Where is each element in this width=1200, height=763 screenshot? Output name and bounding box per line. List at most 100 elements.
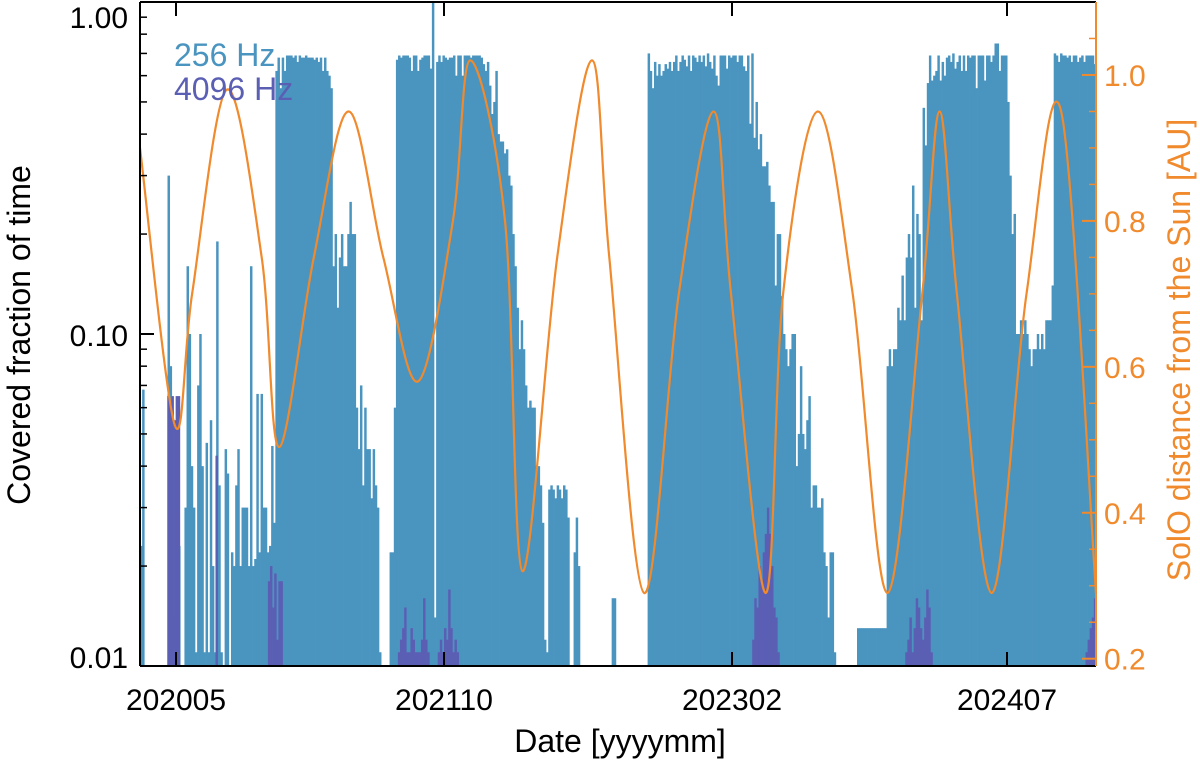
bar-256hz-38 bbox=[220, 652, 223, 666]
bar-256hz-346 bbox=[871, 628, 875, 666]
bar-256hz-44 bbox=[233, 566, 236, 666]
bar-256hz-340 bbox=[859, 628, 862, 666]
bar-256hz-34 bbox=[211, 566, 215, 666]
bar-256hz-360 bbox=[901, 275, 904, 666]
bar-256hz-71 bbox=[290, 55, 293, 666]
bar-256hz-387 bbox=[958, 55, 961, 666]
bar-4096hz-123 bbox=[397, 652, 401, 666]
bar-256hz-206 bbox=[575, 517, 579, 666]
bar-4096hz-365 bbox=[905, 652, 908, 666]
bar-256hz-196 bbox=[554, 498, 558, 666]
bar-256hz-245 bbox=[658, 64, 661, 667]
bar-256hz-112 bbox=[376, 507, 380, 666]
bar-256hz-269 bbox=[708, 61, 712, 667]
bar-256hz-156 bbox=[469, 57, 473, 667]
bar-256hz-252 bbox=[672, 61, 676, 667]
bar-256hz-49 bbox=[243, 507, 247, 666]
bar-256hz-382 bbox=[947, 55, 951, 666]
right-tick-label-3: 0.6 bbox=[1104, 352, 1146, 385]
bar-256hz-373 bbox=[928, 55, 932, 666]
bar-256hz-444 bbox=[1079, 57, 1082, 667]
bar-256hz-103 bbox=[357, 449, 361, 666]
bar-4096hz-150 bbox=[454, 639, 457, 666]
bar-256hz-53 bbox=[252, 566, 255, 666]
bar-4096hz-63 bbox=[272, 607, 275, 666]
bar-256hz-377 bbox=[937, 55, 940, 666]
bar-256hz-448 bbox=[1087, 55, 1091, 666]
bar-256hz-55 bbox=[256, 393, 259, 666]
bar-4096hz-131 bbox=[414, 652, 418, 666]
bar-256hz-164 bbox=[486, 61, 490, 667]
bar-256hz-163 bbox=[484, 70, 488, 667]
bar-256hz-33 bbox=[209, 420, 213, 666]
y-tick-label-1: 1.00 bbox=[70, 2, 128, 35]
bar-256hz-36 bbox=[216, 241, 219, 666]
bar-256hz-260 bbox=[689, 70, 693, 667]
bar-256hz-94 bbox=[338, 257, 342, 666]
bar-256hz-369 bbox=[920, 320, 923, 666]
bar-256hz-51 bbox=[247, 566, 251, 666]
bar-256hz-284 bbox=[740, 55, 744, 666]
bar-256hz-257 bbox=[683, 59, 687, 667]
bar-256hz-200 bbox=[563, 485, 566, 666]
bar-4096hz-17 bbox=[175, 396, 179, 666]
bar-4096hz-301 bbox=[771, 566, 774, 666]
bar-256hz-88 bbox=[326, 70, 329, 667]
bar-4096hz-14 bbox=[169, 407, 172, 666]
bar-256hz-240 bbox=[647, 53, 651, 667]
bar-256hz-312 bbox=[799, 366, 803, 666]
bar-256hz-313 bbox=[802, 433, 805, 666]
bar-256hz-357 bbox=[895, 349, 898, 666]
bar-256hz-394 bbox=[973, 55, 976, 666]
bar-256hz-350 bbox=[880, 628, 883, 666]
bar-4096hz-293 bbox=[754, 598, 757, 666]
bar-256hz-407 bbox=[1000, 55, 1004, 666]
bar-256hz-380 bbox=[943, 75, 947, 666]
bar-256hz-131 bbox=[417, 70, 420, 667]
bar-4096hz-149 bbox=[452, 652, 455, 666]
bar-256hz-171 bbox=[501, 141, 505, 666]
x-tick-label-2: 202110 bbox=[395, 684, 493, 717]
bar-256hz-341 bbox=[861, 628, 864, 666]
bar-256hz-424 bbox=[1036, 334, 1040, 666]
bar-4096hz-372 bbox=[919, 628, 923, 666]
bar-256hz-353 bbox=[886, 366, 890, 666]
bar-256hz-52 bbox=[249, 266, 253, 666]
bar-256hz-247 bbox=[662, 70, 665, 667]
bar-256hz-286 bbox=[744, 70, 748, 667]
bar-256hz-298 bbox=[770, 201, 773, 666]
bar-256hz-157 bbox=[472, 55, 475, 666]
bar-256hz-411 bbox=[1009, 175, 1012, 666]
bar-256hz-90 bbox=[330, 88, 333, 666]
bar-256hz-35 bbox=[214, 652, 217, 666]
bar-256hz-145 bbox=[446, 59, 450, 667]
bar-256hz-352 bbox=[884, 628, 887, 666]
bar-256hz-368 bbox=[918, 234, 921, 666]
bar-256hz-45 bbox=[235, 485, 238, 666]
bar-256hz-174 bbox=[508, 175, 511, 666]
bar-256hz-149 bbox=[455, 75, 458, 666]
bar-256hz-314 bbox=[804, 449, 807, 666]
right-axis-title: SolO distance from the Sun [AU] bbox=[1161, 119, 1197, 581]
bar-256hz-256 bbox=[681, 55, 684, 666]
bar-256hz-40 bbox=[224, 449, 228, 666]
bar-256hz-292 bbox=[757, 149, 761, 666]
bar-4096hz-61 bbox=[267, 581, 271, 666]
bar-256hz-418 bbox=[1024, 320, 1027, 666]
bar-256hz-390 bbox=[964, 70, 968, 667]
bar-256hz-153 bbox=[463, 55, 467, 666]
x-ticks bbox=[175, 2, 1008, 666]
bar-256hz-155 bbox=[467, 55, 471, 666]
bar-256hz-92 bbox=[334, 234, 338, 666]
bar-256hz-428 bbox=[1045, 320, 1048, 666]
bar-256hz-261 bbox=[692, 55, 695, 666]
bar-256hz-324 bbox=[825, 566, 828, 666]
distance-line bbox=[138, 59, 1098, 595]
bar-256hz-62 bbox=[271, 445, 274, 666]
bar-256hz-311 bbox=[797, 433, 801, 666]
bar-4096hz-36 bbox=[215, 455, 218, 666]
bar-256hz-170 bbox=[499, 141, 503, 666]
bar-4096hz-371 bbox=[917, 607, 921, 666]
bar-256hz-271 bbox=[713, 55, 716, 666]
bar-256hz-83 bbox=[315, 57, 319, 667]
